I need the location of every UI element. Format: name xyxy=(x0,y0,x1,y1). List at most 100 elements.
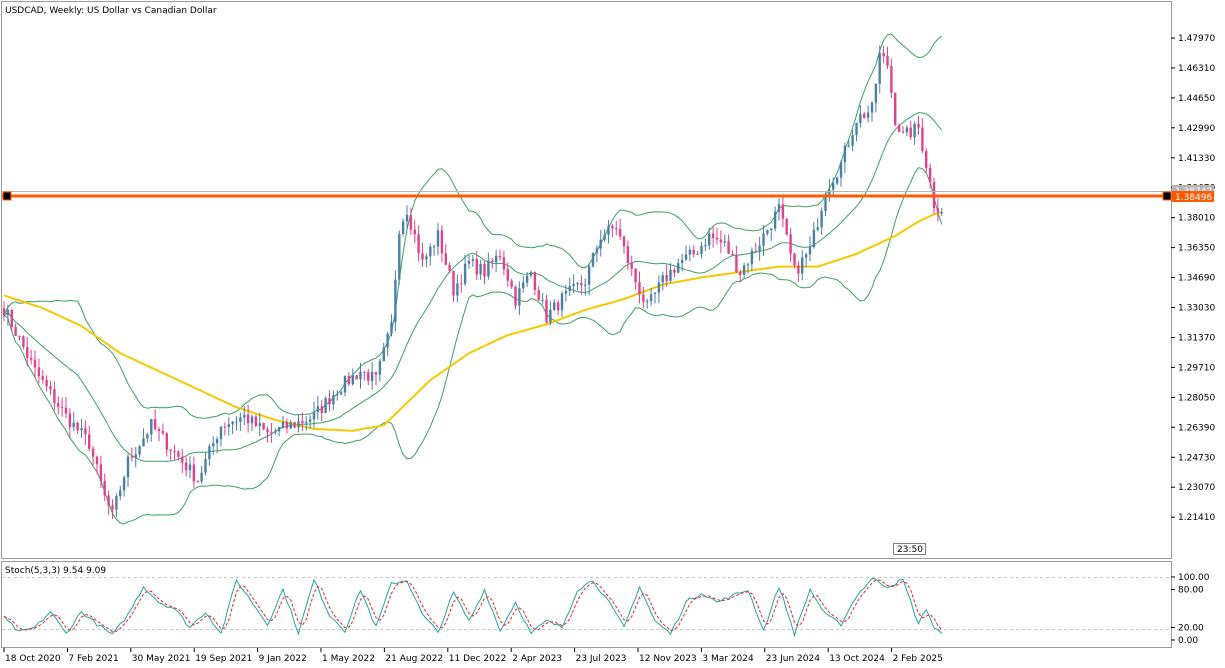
candle xyxy=(165,432,168,457)
candle xyxy=(339,391,343,395)
candle-body xyxy=(14,326,17,336)
price-tick-label: 1.36350 xyxy=(1178,244,1215,254)
candle-body xyxy=(401,221,405,234)
candle-body xyxy=(10,309,13,327)
time-tick-label: 9 Jan 2022 xyxy=(259,654,307,664)
candle xyxy=(293,421,296,429)
candle-body xyxy=(518,288,521,306)
candle xyxy=(6,304,10,326)
candle xyxy=(564,284,568,302)
candle-body xyxy=(541,299,544,301)
candle-body xyxy=(704,245,707,247)
level-handle-right[interactable] xyxy=(1162,191,1172,201)
candle-body xyxy=(421,253,424,260)
candle xyxy=(351,368,354,386)
candle xyxy=(576,281,579,291)
stoch-tick-label: 0.00 xyxy=(1178,636,1198,646)
candle-body xyxy=(289,422,292,429)
candle xyxy=(308,415,312,429)
candle xyxy=(828,179,831,202)
candle xyxy=(26,337,29,367)
candle-body xyxy=(754,250,757,252)
candle-body xyxy=(688,249,692,255)
candle-body xyxy=(549,309,552,323)
candle xyxy=(556,300,560,315)
candle xyxy=(549,300,552,326)
candle-body xyxy=(545,299,548,323)
candle xyxy=(41,370,44,384)
candle xyxy=(874,83,878,113)
price-tick-label: 1.28050 xyxy=(1178,393,1215,403)
candle-body xyxy=(398,233,401,280)
candle xyxy=(863,111,866,119)
candle xyxy=(832,177,835,197)
bid-price-tag: 1.38496 xyxy=(1172,191,1214,203)
candle xyxy=(839,160,843,187)
candle-body xyxy=(146,434,149,439)
candle xyxy=(870,101,874,122)
candle-body xyxy=(646,301,649,303)
time-tick-label: 12 Nov 2023 xyxy=(639,654,697,664)
candle xyxy=(95,455,99,475)
candle xyxy=(254,414,258,428)
time-tick-label: 18 Oct 2020 xyxy=(5,654,61,664)
candle xyxy=(522,275,525,293)
candle xyxy=(595,245,599,263)
candle-body xyxy=(103,481,106,496)
candle-body xyxy=(64,407,68,414)
candle xyxy=(227,417,230,436)
candle-body xyxy=(797,265,800,274)
candle xyxy=(878,45,881,94)
candle-body xyxy=(111,505,114,510)
candle-body xyxy=(153,419,157,429)
level-handle-left[interactable] xyxy=(2,191,12,201)
candle-body xyxy=(638,282,641,295)
candle-body xyxy=(502,257,506,270)
candle-body xyxy=(804,254,808,258)
candle xyxy=(684,245,688,261)
candle xyxy=(386,331,389,356)
candle xyxy=(657,275,661,304)
candle-body xyxy=(487,260,490,277)
candle xyxy=(804,252,808,268)
candle-body xyxy=(700,245,703,254)
candle xyxy=(188,456,192,478)
candle xyxy=(103,473,106,502)
candle xyxy=(215,436,219,453)
candle-body xyxy=(339,392,343,395)
candle-body xyxy=(843,146,847,163)
time-tick-label: 2 Apr 2023 xyxy=(512,654,562,664)
candle xyxy=(134,447,137,468)
candle xyxy=(84,420,87,445)
candle-body xyxy=(630,263,633,269)
candle xyxy=(347,372,351,387)
stoch-tick-label: 20.00 xyxy=(1178,623,1204,633)
candle-body xyxy=(254,416,258,426)
candle-body xyxy=(355,375,358,380)
candle xyxy=(886,46,889,69)
candle-body xyxy=(677,263,680,273)
candle xyxy=(169,449,172,460)
candle-body xyxy=(192,464,196,482)
price-tick-label: 1.21410 xyxy=(1178,513,1215,523)
candle xyxy=(925,148,928,174)
candle-body xyxy=(122,477,126,491)
candle xyxy=(584,278,587,296)
candle xyxy=(440,225,444,262)
candle xyxy=(448,262,451,273)
candle xyxy=(735,245,738,274)
candle-body xyxy=(514,286,517,306)
candle xyxy=(928,163,932,189)
candle-body xyxy=(820,210,823,228)
candle-body xyxy=(564,290,568,294)
candle-body xyxy=(370,371,374,381)
candle-body xyxy=(587,266,591,285)
candlestick-series[interactable] xyxy=(2,45,943,519)
candle-body xyxy=(72,422,75,428)
candle-body xyxy=(308,419,312,422)
candle xyxy=(905,125,909,137)
candle xyxy=(793,252,796,269)
candle xyxy=(425,253,428,268)
candle-body xyxy=(905,127,909,133)
candle-body xyxy=(510,280,513,287)
